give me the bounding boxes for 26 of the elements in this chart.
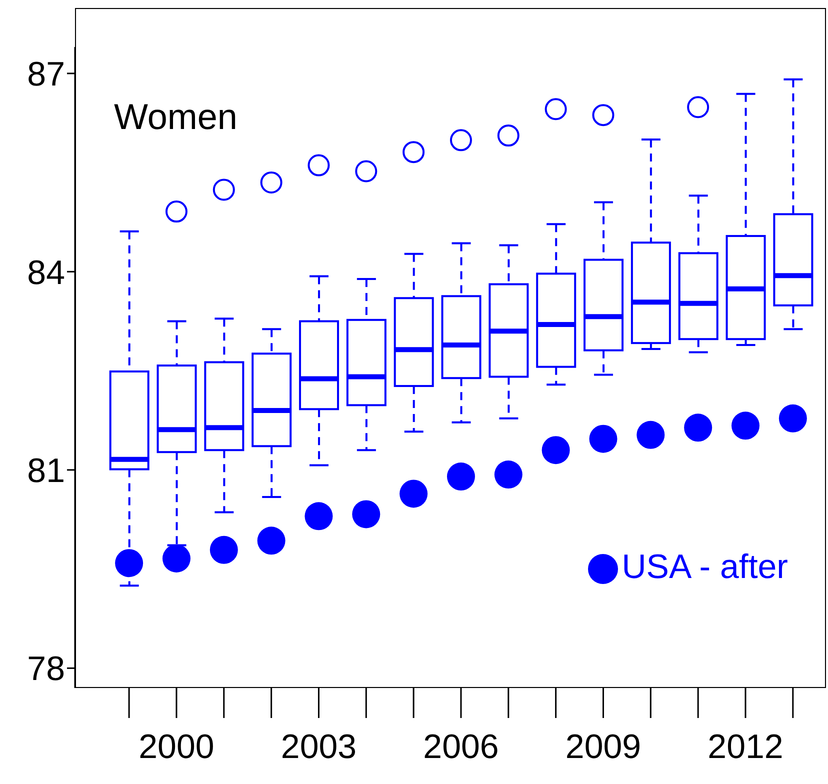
point (446, 462, 475, 491)
point (684, 414, 712, 442)
point (589, 424, 618, 453)
point (778, 404, 807, 432)
x-tick-label: 2009 (565, 728, 642, 766)
y-tick-label: 87 (27, 56, 65, 94)
point (257, 526, 286, 555)
point (400, 480, 428, 508)
point (210, 536, 238, 564)
x-tick-label: 2012 (708, 728, 784, 766)
x-tick-label: 2006 (423, 728, 499, 766)
point (636, 420, 665, 449)
y-tick-label: 84 (27, 254, 65, 292)
legend-label: USA - after (622, 548, 788, 586)
point (494, 460, 522, 489)
point (731, 412, 760, 440)
x-tick-label: 2003 (280, 728, 357, 766)
point (162, 544, 190, 572)
y-tick-label: 78 (27, 650, 65, 688)
point (304, 502, 333, 530)
point (115, 549, 144, 578)
x-tick-label: 2000 (138, 728, 214, 766)
point (542, 436, 570, 464)
annotation: Women (114, 96, 238, 138)
y-tick-label: 81 (27, 452, 65, 490)
point (352, 500, 380, 528)
